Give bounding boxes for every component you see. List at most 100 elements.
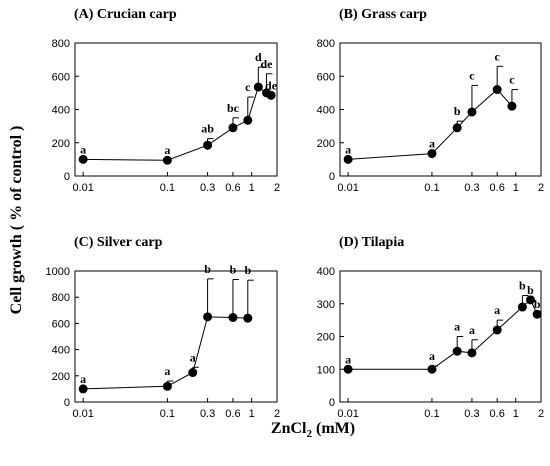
series-line: [83, 86, 272, 161]
significance-label: b: [244, 263, 251, 277]
data-point: [78, 154, 88, 164]
x-axis-label-unit: (mM): [312, 420, 355, 437]
x-axis-label: ZnCl2 (mM): [271, 420, 355, 440]
significance-label: b: [527, 283, 534, 297]
x-tick-label: 0.01: [337, 182, 358, 194]
data-point: [343, 154, 353, 164]
data-point: [492, 85, 502, 95]
x-tick-label: 0.6: [490, 182, 505, 194]
x-tick-label: 0.6: [490, 408, 505, 420]
x-tick-label: 0.01: [72, 182, 93, 194]
y-tick-label: 300: [317, 299, 335, 311]
panel-title: (C) Silver carp: [74, 235, 163, 250]
x-tick-label: 0.6: [225, 182, 240, 194]
data-point: [203, 140, 213, 150]
data-point: [78, 384, 88, 394]
series-line: [83, 316, 248, 390]
panel-2: (B) Grass carp 0 200 400 600 800 0.01 0.1 0.3 0.6…: [317, 7, 544, 194]
y-tick-label: 1000: [46, 266, 70, 278]
panel-4: (D) Tilapia 0 100 200 300 400 0.01 0.1 0.3 0.6 1 2 a…: [317, 235, 544, 420]
data-point: [452, 346, 462, 356]
data-point: [467, 107, 477, 117]
data-point: [243, 115, 253, 125]
y-tick-label: 200: [317, 138, 335, 150]
significance-label: a: [164, 364, 170, 378]
significance-label: c: [469, 68, 475, 82]
data-point: [162, 381, 172, 391]
panel-1: (A) Crucian carp 0 200 400 600 800 0.01 0.1 0.3 0…: [52, 7, 280, 194]
y-tick-label: 800: [52, 292, 70, 304]
x-tick-label: 1: [513, 182, 519, 194]
significance-label: a: [80, 372, 86, 386]
x-tick-label: 0.1: [160, 408, 175, 420]
significance-label: a: [190, 350, 196, 364]
x-tick-label: 1: [249, 182, 255, 194]
significance-label: c: [509, 73, 515, 87]
data-point: [427, 149, 437, 159]
y-tick-label: 200: [52, 138, 70, 150]
significance-label: d: [255, 50, 262, 64]
x-tick-label: 1: [249, 408, 255, 420]
x-axis-label-subscript: 2: [306, 428, 312, 440]
x-tick-label: 0.6: [225, 408, 240, 420]
y-tick-label: 200: [52, 371, 70, 383]
y-tick-label: 400: [52, 345, 70, 357]
panel-title: (D) Tilapia: [339, 235, 404, 250]
y-tick-label: 0: [329, 171, 335, 183]
data-point: [266, 90, 276, 100]
significance-label: de: [265, 78, 278, 92]
significance-label: a: [429, 349, 435, 363]
significance-label: c: [495, 49, 501, 63]
y-tick-label: 600: [52, 318, 70, 330]
data-point: [228, 313, 238, 323]
significance-label: ab: [201, 122, 214, 136]
significance-label: c: [245, 80, 251, 94]
x-tick-label: 0.1: [424, 182, 439, 194]
y-tick-label: 0: [64, 171, 70, 183]
panel-3: (C) Silver carp 0 200 400 600 800 1000 0.01 0.1 0…: [46, 235, 281, 420]
data-point: [188, 368, 198, 378]
significance-label: a: [164, 143, 170, 157]
x-tick-label: 2: [274, 408, 280, 420]
significance-label: de: [260, 57, 273, 71]
x-tick-label: 1: [513, 408, 519, 420]
significance-label: b: [454, 104, 461, 118]
plot-frame: [74, 42, 278, 177]
x-tick-label: 0.1: [424, 408, 439, 420]
y-tick-label: 800: [317, 38, 335, 50]
data-point: [243, 313, 253, 323]
significance-label: a: [454, 320, 460, 334]
plot-frame: [339, 270, 542, 403]
significance-label: bc: [227, 101, 240, 115]
data-point: [203, 312, 213, 322]
x-tick-label: 0.1: [160, 182, 175, 194]
y-tick-label: 200: [317, 332, 335, 344]
data-point: [467, 348, 477, 358]
significance-label: b: [534, 297, 541, 311]
significance-label: b: [519, 279, 526, 293]
x-tick-label: 2: [538, 182, 544, 194]
significance-label: a: [345, 352, 351, 366]
x-tick-label: 0.3: [200, 182, 215, 194]
y-tick-label: 400: [317, 266, 335, 278]
data-point: [427, 364, 437, 374]
y-tick-label: 0: [329, 397, 335, 409]
x-axis-label-main: ZnCl: [271, 420, 307, 437]
significance-label: a: [80, 142, 86, 156]
panel-title: (A) Crucian carp: [74, 7, 177, 22]
y-tick-label: 0: [64, 397, 70, 409]
x-tick-label: 0.3: [464, 182, 479, 194]
y-tick-label: 100: [317, 364, 335, 376]
significance-label: a: [469, 323, 475, 337]
data-point: [517, 302, 527, 312]
data-point: [343, 364, 353, 374]
y-axis-label: Cell growth ( % of control ): [8, 126, 25, 315]
panel-title: (B) Grass carp: [339, 7, 427, 22]
x-tick-label: 0.3: [464, 408, 479, 420]
y-tick-label: 600: [317, 71, 335, 83]
y-tick-label: 600: [52, 71, 70, 83]
y-tick-label: 400: [52, 105, 70, 117]
data-point: [228, 123, 238, 133]
significance-label: b: [204, 262, 211, 276]
